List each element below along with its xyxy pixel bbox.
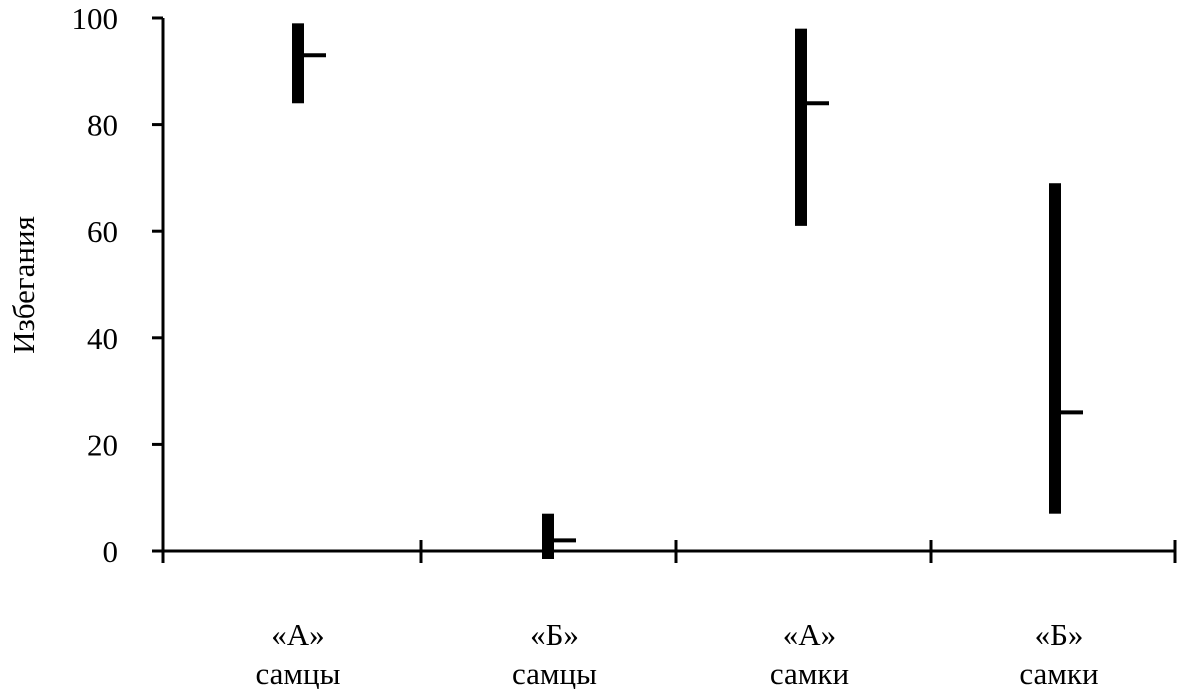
y-tick-label: 40 <box>87 321 118 356</box>
category-label-line1: «А» <box>271 617 324 652</box>
y-tick-label: 80 <box>87 108 118 143</box>
y-tick-label: 100 <box>72 1 119 36</box>
range-bar <box>542 513 554 559</box>
range-bar <box>292 23 304 104</box>
y-tick-label: 0 <box>103 534 119 569</box>
y-tick-label: 20 <box>87 427 118 462</box>
category-label-line2: самки <box>770 656 849 689</box>
range-bars <box>292 23 1083 559</box>
category-label-line1: «А» <box>783 617 836 652</box>
category-label-line1: «Б» <box>530 617 579 652</box>
category-label-line2: самцы <box>512 656 597 689</box>
y-axis-label: Избегания <box>6 216 41 354</box>
category-label-line1: «Б» <box>1035 617 1084 652</box>
y-axis-ticks: 0 20 40 60 80 100 <box>72 1 163 569</box>
y-tick-label: 60 <box>87 214 118 249</box>
category-labels: «А» самцы «Б» самцы «А» самки «Б» самки <box>256 617 1099 689</box>
category-label-line2: самки <box>1019 656 1098 689</box>
range-bar <box>795 28 807 226</box>
category-label-line2: самцы <box>256 656 341 689</box>
range-bar <box>1049 183 1061 514</box>
